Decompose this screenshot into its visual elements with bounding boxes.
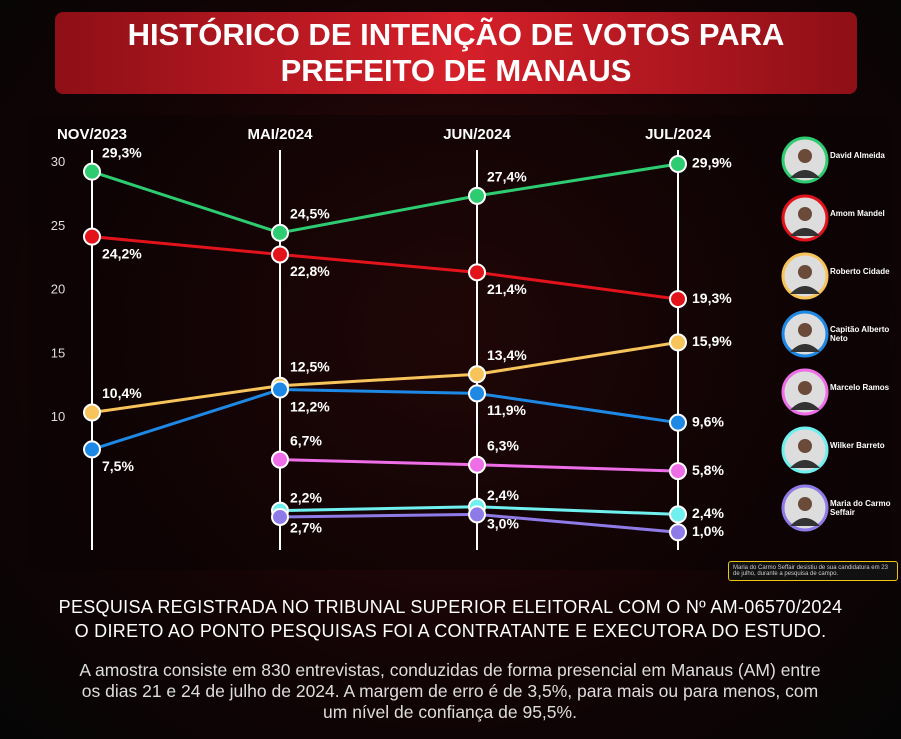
y-tick-label: 30 xyxy=(51,154,65,169)
legend-label: Marcelo Ramos xyxy=(830,383,890,392)
note: Maria do Carmo Seffair desistiu de sua c… xyxy=(728,561,898,581)
legend-avatar-head xyxy=(798,207,812,221)
legend-avatar-body xyxy=(790,402,820,410)
data-label: 9,6% xyxy=(692,413,724,429)
footer-line: PESQUISA REGISTRADA NO TRIBUNAL SUPERIOR… xyxy=(58,597,843,617)
data-label: 12,2% xyxy=(290,398,330,414)
data-point xyxy=(669,155,687,174)
data-point xyxy=(468,505,486,524)
series-line xyxy=(91,388,679,451)
x-tick-label: NOV/2023 xyxy=(57,126,127,143)
x-tick-label: MAI/2024 xyxy=(247,126,313,143)
data-label: 10,4% xyxy=(102,385,142,401)
series-line xyxy=(91,340,679,414)
data-point xyxy=(669,523,687,542)
series-line xyxy=(91,162,679,235)
data-point xyxy=(468,455,486,474)
data-point xyxy=(83,227,101,246)
data-label: 12,5% xyxy=(290,358,330,374)
data-label: 2,4% xyxy=(692,505,724,521)
data-point xyxy=(83,403,101,422)
data-point xyxy=(468,263,486,282)
data-label: 2,7% xyxy=(290,519,322,535)
series-line xyxy=(91,235,679,301)
x-tick-label: JUN/2024 xyxy=(443,126,511,143)
data-label: 29,3% xyxy=(102,144,142,160)
data-point xyxy=(271,245,289,264)
data-label: 13,4% xyxy=(487,347,527,363)
legend-label: Roberto Cidade xyxy=(830,267,890,276)
data-label: 27,4% xyxy=(487,169,527,185)
data-label: 15,9% xyxy=(692,333,732,349)
legend-avatar-body xyxy=(790,344,820,352)
data-label: 24,5% xyxy=(290,206,330,222)
y-tick-label: 25 xyxy=(51,218,65,233)
legend-avatar-body xyxy=(790,460,820,468)
legend-label: Capitão Alberto Neto xyxy=(830,325,890,343)
data-point xyxy=(669,505,687,524)
data-point xyxy=(271,223,289,242)
legend-avatar-head xyxy=(798,497,812,511)
legend-avatar-head xyxy=(798,149,812,163)
legend-label: Amom Mandel xyxy=(830,209,885,218)
data-point xyxy=(271,507,289,526)
footer-line: O DIRETO AO PONTO PESQUISAS FOI A CONTRA… xyxy=(74,621,827,641)
data-label: 11,9% xyxy=(487,402,526,418)
data-point xyxy=(83,162,101,181)
x-tick-label: JUL/2024 xyxy=(645,126,712,143)
data-point xyxy=(83,440,101,459)
data-label: 2,4% xyxy=(487,487,519,503)
data-point xyxy=(669,462,687,481)
plot-panel xyxy=(28,115,890,570)
legend-avatar-head xyxy=(798,381,812,395)
y-tick-label: 10 xyxy=(51,409,65,424)
legend-avatar-body xyxy=(790,170,820,178)
description: A amostra consiste em 830 entrevistas, c… xyxy=(79,660,821,722)
data-label: 29,9% xyxy=(692,155,732,171)
data-label: 5,8% xyxy=(692,462,724,478)
legend-label: Wilker Barreto xyxy=(830,441,885,450)
data-label: 22,8% xyxy=(290,263,330,279)
data-label: 19,3% xyxy=(692,290,732,306)
legend-avatar-body xyxy=(790,228,820,236)
legend-label: Maria do Carmo Seffair xyxy=(830,499,891,517)
chart: 10 15 20 25 30 NOV/2023 MAI/2024 JUN/2024 JUL/20… xyxy=(28,115,890,570)
y-tick-label: 20 xyxy=(51,282,65,297)
chart-title: HISTÓRICO DE INTENÇÃO DE VOTOS PARA PREF… xyxy=(127,17,785,88)
data-label: 24,2% xyxy=(102,245,142,261)
data-point xyxy=(669,333,687,352)
data-point xyxy=(468,365,486,384)
data-point xyxy=(669,290,687,309)
legend-label: David Almeida xyxy=(830,151,885,160)
data-label: 2,2% xyxy=(290,490,322,506)
title-box: HISTÓRICO DE INTENÇÃO DE VOTOS PARA PREF… xyxy=(55,12,857,94)
legend-avatar-head xyxy=(798,323,812,337)
data-point xyxy=(271,450,289,469)
data-point xyxy=(468,186,486,205)
y-tick-label: 15 xyxy=(51,345,65,360)
legend-avatar-body xyxy=(790,286,820,294)
data-point xyxy=(669,413,687,432)
data-label: 6,7% xyxy=(290,432,322,448)
data-label: 3,0% xyxy=(487,515,519,531)
data-label: 6,3% xyxy=(487,437,519,453)
data-label: 21,4% xyxy=(487,281,527,297)
legend-avatar-head xyxy=(798,265,812,279)
legend-avatar-head xyxy=(798,439,812,453)
data-point xyxy=(271,380,289,399)
data-label: 7,5% xyxy=(102,458,134,474)
data-point xyxy=(468,384,486,403)
legend-avatar-body xyxy=(790,518,820,526)
data-label: 1,0% xyxy=(692,523,724,539)
